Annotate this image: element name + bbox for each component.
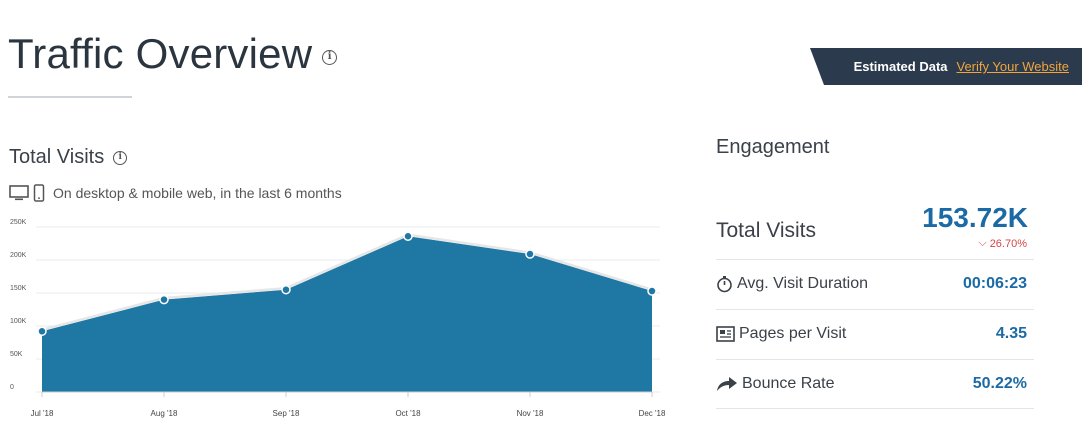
- total-visits-title-text: Total Visits: [9, 146, 105, 168]
- chevron-down-icon: ⌵: [978, 237, 987, 249]
- verify-website-link[interactable]: Verify Your Website: [956, 59, 1070, 74]
- device-note: On desktop & mobile web, in the last 6 m…: [9, 184, 342, 202]
- x-tick-label: Nov '18: [517, 409, 544, 418]
- metric-value: 4.35: [995, 325, 1027, 342]
- metric-row-bounce-rate: Bounce Rate 50.22%: [716, 359, 1034, 408]
- title-underline: [8, 96, 132, 98]
- pages-icon: [716, 326, 735, 342]
- total-visits-change: ⌵ 26.70%: [978, 237, 1027, 250]
- total-visits-title: Total Visits i: [9, 146, 128, 169]
- data-point: [403, 231, 413, 241]
- metric-value: 50.22%: [972, 375, 1027, 392]
- y-tick-label: 100K: [10, 318, 27, 325]
- data-point: [647, 286, 657, 296]
- area-fill: [42, 236, 652, 392]
- estimated-data-banner: Estimated Data Verify Your Website: [810, 48, 1082, 85]
- series-line: [41, 233, 653, 331]
- info-icon[interactable]: i: [322, 49, 338, 65]
- area-chart: 0 50K 100K 150K 200K 250K Jul '18 Aug '18 Sep '1…: [10, 219, 666, 418]
- info-icon[interactable]: i: [113, 150, 128, 165]
- y-tick-label: 200K: [10, 252, 27, 259]
- x-tick-label: Aug '18: [151, 409, 178, 418]
- estimated-data-label: Estimated Data: [853, 59, 948, 74]
- total-visits-change-value: 26.70%: [989, 237, 1027, 250]
- metric-value: 00:06:23: [962, 275, 1027, 292]
- engagement-total-visits-value: 153.72K: [922, 202, 1028, 233]
- mobile-icon: [33, 184, 45, 202]
- y-tick-label: 250K: [10, 219, 27, 226]
- y-tick-label: 150K: [10, 285, 27, 292]
- x-tick-label: Jul '18: [31, 409, 54, 418]
- metric-label: Pages per Visit: [739, 325, 847, 342]
- y-tick-label: 0: [10, 384, 14, 391]
- data-point: [159, 294, 169, 305]
- metric-row-pages-per-visit: Pages per Visit 4.35: [716, 309, 1034, 358]
- page-title-text: Traffic Overview: [8, 30, 313, 77]
- engagement-title: Engagement: [716, 136, 830, 158]
- data-point: [37, 326, 47, 337]
- total-visits-chart: 0 50K 100K 150K 200K 250K Jul '18 Aug '18 Sep '1…: [0, 215, 670, 430]
- metric-label: Avg. Visit Duration: [737, 275, 869, 292]
- stopwatch-icon: [717, 276, 732, 293]
- page-title: Traffic Overview i: [8, 30, 338, 78]
- metric-row-avg-visit-duration: Avg. Visit Duration 00:06:23: [716, 259, 1034, 308]
- desktop-icon: [9, 185, 29, 201]
- y-tick-label: 50K: [10, 351, 23, 358]
- device-note-text: On desktop & mobile web, in the last 6 m…: [53, 185, 342, 201]
- x-tick-label: Oct '18: [395, 409, 421, 418]
- engagement-total-visits-label: Total Visits: [716, 219, 816, 242]
- bounce-arrow-icon: [717, 377, 737, 391]
- x-tick-label: Dec '18: [639, 409, 666, 418]
- data-point: [525, 249, 535, 259]
- x-tick-label: Sep '18: [273, 409, 300, 418]
- metric-label: Bounce Rate: [742, 375, 835, 392]
- data-point: [281, 284, 291, 295]
- divider: [716, 408, 1034, 409]
